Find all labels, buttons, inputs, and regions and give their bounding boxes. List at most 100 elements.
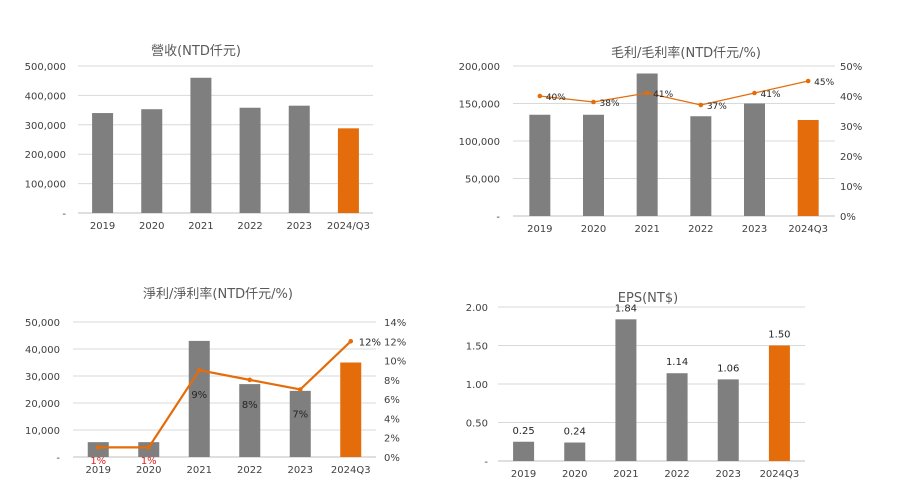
net-profit-bar [239,384,261,457]
revenue-x-tick-label: 2024/Q3 [327,221,370,232]
gross-profit-chart: 毛利/毛利率(NTD仟元/%) - 50,000 100,000 150,000 200… [459,45,863,235]
eps-y-tick-label: 1.00 [466,380,488,391]
gross-profit-bar [744,103,765,216]
gross-profit-rate-point [698,102,704,108]
eps-data-label: 0.24 [564,427,586,438]
net-profit-rate-point [348,338,354,344]
gross-profit-rate-point [752,90,757,96]
eps-data-label: 1.84 [615,303,637,314]
gross-profit-y2-tick-label: 10% [840,182,862,193]
revenue-chart-title: 營收(NTD仟元) [151,44,241,59]
revenue-y-tick-label: 300,000 [25,121,66,132]
gross-profit-x-tick-label: 2021 [634,224,659,235]
revenue-x-tick-label: 2020 [139,221,164,232]
eps-y-tick-label: - [484,457,488,468]
net-profit-y2-tick-label: 6% [384,395,400,406]
gross-profit-y2-tick-label: 40% [840,92,862,103]
net-profit-y-tick-label: 40,000 [25,345,60,356]
net-profit-x-tick-label: 2021 [187,465,212,476]
net-profit-chart: 淨利/淨利率(NTD仟元/%) - 10,000 20,000 30,000 40,00… [25,286,406,476]
eps-y-tick-label: 2.00 [466,303,488,314]
net-profit-rate-label: 1% [90,456,106,467]
net-profit-y-tick-label: 20,000 [25,399,60,410]
net-profit-y2-tick-label: 4% [384,414,400,425]
gross-profit-y2-tick-label: 0% [840,212,856,223]
revenue-x-tick-label: 2021 [188,221,213,232]
eps-x-tick-label: 2019 [511,469,536,480]
gross-profit-x-tick-label: 2022 [688,224,713,235]
gross-profit-y-tick-label: - [496,212,500,223]
net-profit-y2-tick-label: 0% [384,453,400,464]
net-profit-x-tick-label: 2019 [86,465,111,476]
revenue-bar [92,113,114,213]
gross-profit-bar [690,116,712,216]
gross-profit-rate-line [539,80,809,106]
gross-profit-y2-tick-label: 30% [840,122,862,133]
net-profit-bar [188,340,210,457]
net-profit-bar [289,390,311,457]
revenue-chart: 營收(NTD仟元) - 100,000 200,000 300,000 400,000 5… [25,44,373,232]
eps-data-label: 1.06 [717,363,739,374]
eps-x-tick-label: 2020 [562,469,587,480]
net-profit-rate-point [297,387,303,392]
net-profit-y-tick-label: - [56,453,60,464]
eps-bar [513,441,535,461]
gross-profit-x-tick-label: 2023 [742,224,767,235]
net-profit-bar [340,362,362,457]
eps-bar [564,442,586,461]
net-profit-rate-point [196,367,202,373]
gross-profit-y-tick-label: 150,000 [459,100,500,111]
net-profit-rate-label: 12% [359,337,381,348]
eps-x-tick-label: 2022 [664,469,689,480]
eps-chart-title: EPS(NT$) [618,291,678,306]
net-profit-rate-label: 1% [141,456,157,467]
net-profit-rate-point [95,445,101,450]
gross-profit-rate-label: 41% [653,90,673,100]
net-profit-y2-tick-label: 8% [384,376,400,387]
gross-profit-bar [797,120,819,216]
net-profit-y-tick-label: 50,000 [25,318,60,329]
revenue-x-tick-label: 2019 [90,221,115,232]
revenue-bar [190,77,212,213]
gross-profit-bar [529,114,551,216]
revenue-y-tick-label: 500,000 [25,62,66,73]
gross-profit-x-tick-label: 2020 [581,224,606,235]
gross-profit-y2-tick-label: 20% [840,152,862,163]
net-profit-rate-label: 8% [242,400,258,411]
gross-profit-y2-tick-label: 50% [840,62,862,73]
revenue-y-tick-label: - [62,209,66,220]
net-profit-rate-point [146,445,152,450]
gross-profit-rate-label: 38% [600,99,620,109]
net-profit-y2-tick-label: 14% [384,318,406,329]
eps-x-tick-label: 2023 [716,469,741,480]
gross-profit-rate-label: 40% [546,93,566,103]
net-profit-y2-tick-label: 10% [384,357,406,368]
revenue-bar [288,105,310,213]
gross-profit-bar [636,73,658,216]
revenue-bar [239,107,261,213]
gross-profit-rate-label: 41% [761,90,781,100]
gross-profit-chart-title: 毛利/毛利率(NTD仟元/%) [611,45,761,61]
net-profit-x-tick-label: 2022 [237,465,262,476]
eps-x-tick-label: 2024Q3 [760,469,800,480]
eps-bar [768,345,790,461]
net-profit-y2-tick-label: 2% [384,434,400,445]
eps-bar [717,379,739,461]
net-profit-chart-title: 淨利/淨利率(NTD仟元/%) [143,286,293,302]
gross-profit-rate-point [644,90,650,96]
eps-y-tick-label: 0.50 [466,419,488,430]
eps-data-label: 1.50 [768,330,790,341]
eps-data-label: 1.14 [666,357,688,368]
revenue-y-tick-label: 400,000 [25,91,66,102]
net-profit-y-tick-label: 10,000 [25,426,60,437]
revenue-x-tick-label: 2023 [287,221,312,232]
revenue-bar [141,109,163,213]
gross-profit-y-tick-label: 100,000 [459,137,500,148]
net-profit-rate-label: 7% [292,410,308,421]
gross-profit-rate-point [537,93,543,99]
revenue-y-tick-label: 100,000 [25,180,66,191]
net-profit-rate-point [247,377,253,383]
eps-y-tick-label: 1.50 [466,342,488,353]
revenue-y-tick-label: 200,000 [25,150,66,161]
